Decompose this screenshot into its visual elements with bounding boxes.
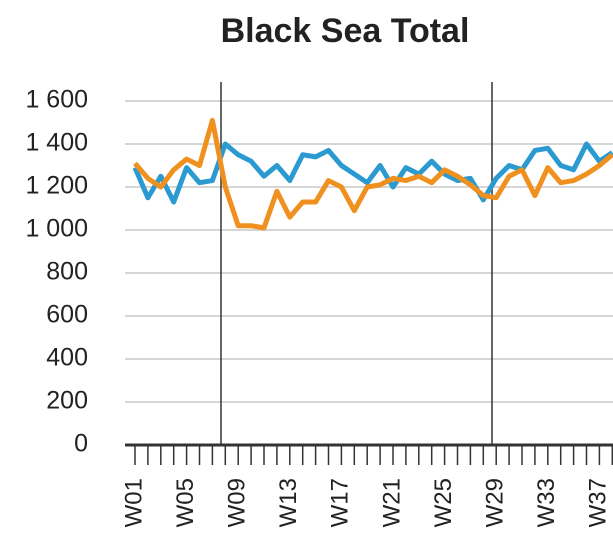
- x-tick-label: W29: [482, 478, 509, 527]
- y-tick-label: 1 600: [25, 86, 88, 114]
- y-tick-label: 800: [46, 258, 88, 286]
- chart-title: Black Sea Total: [221, 12, 470, 50]
- x-tick-label: W33: [533, 478, 560, 527]
- y-tick-label: 1 400: [25, 129, 88, 157]
- x-tick-label: W25: [430, 478, 457, 527]
- y-tick-label: 400: [46, 344, 88, 372]
- x-tick-label: W17: [327, 478, 354, 527]
- y-tick-label: 0: [74, 430, 88, 458]
- y-tick-label: 600: [46, 301, 88, 329]
- x-tick-label: W37: [585, 478, 612, 527]
- x-tick-label: W09: [224, 478, 251, 527]
- x-tick-label: W05: [172, 478, 199, 527]
- x-tick-label: W01: [120, 478, 147, 527]
- series-line: [132, 141, 613, 205]
- x-tick-label: W13: [275, 478, 302, 527]
- y-tick-label: 200: [46, 387, 88, 415]
- y-tick-label: 1 200: [25, 172, 88, 200]
- y-tick-label: 1 000: [25, 215, 88, 243]
- x-tick-label: W21: [378, 478, 405, 527]
- series-line: [133, 117, 613, 231]
